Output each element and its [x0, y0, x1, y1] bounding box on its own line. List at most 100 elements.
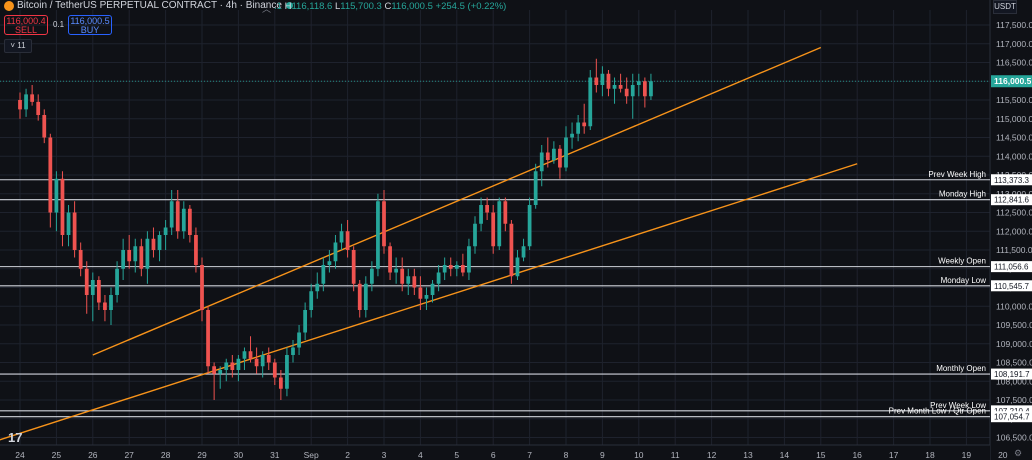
candle-body[interactable] [588, 77, 593, 127]
candle-body[interactable] [636, 81, 641, 85]
candle-body[interactable] [187, 208, 192, 235]
candle-body[interactable] [509, 223, 514, 277]
candle-body[interactable] [539, 152, 544, 172]
candle-body[interactable] [436, 272, 441, 284]
chevron-up-icon[interactable]: ︿ [262, 4, 272, 14]
candle-body[interactable] [315, 283, 320, 292]
channel-line-upper[interactable] [92, 46, 822, 356]
candle-body[interactable] [630, 85, 635, 97]
candle-body[interactable] [424, 295, 429, 299]
candle-body[interactable] [285, 355, 289, 389]
candle-body[interactable] [479, 205, 483, 224]
candle-body[interactable] [78, 250, 83, 269]
candle-body[interactable] [600, 73, 605, 85]
candle-body[interactable] [521, 246, 526, 258]
candle-body[interactable] [351, 250, 356, 284]
candle-body[interactable] [357, 283, 362, 310]
indicators-toggle-button[interactable]: ˅ 11 [4, 39, 32, 53]
candle-body[interactable] [139, 246, 144, 269]
candle-body[interactable] [151, 238, 156, 250]
candle-body[interactable] [157, 235, 162, 250]
candle-body[interactable] [200, 265, 204, 310]
candle-body[interactable] [606, 73, 611, 89]
candle-body[interactable] [121, 250, 126, 269]
candle-body[interactable] [260, 355, 265, 367]
candle-body[interactable] [485, 205, 490, 213]
candle-body[interactable] [24, 94, 28, 110]
candle-body[interactable] [60, 178, 65, 235]
candle-body[interactable] [42, 115, 47, 138]
candle-body[interactable] [467, 246, 471, 273]
candle-body[interactable] [115, 268, 119, 295]
gear-icon[interactable]: ⚙ [1014, 448, 1023, 458]
sell-button[interactable]: 116,000.4 SELL [4, 15, 48, 35]
candle-body[interactable] [278, 377, 283, 389]
candle-body[interactable] [272, 362, 277, 378]
candle-body[interactable] [266, 355, 271, 363]
candle-body[interactable] [163, 227, 168, 236]
candle-body[interactable] [90, 280, 95, 295]
candle-body[interactable] [473, 223, 477, 247]
buy-button[interactable]: 116,000.5 BUY [68, 15, 112, 35]
candle-body[interactable] [515, 257, 520, 277]
candle-body[interactable] [36, 101, 41, 115]
candle-body[interactable] [412, 276, 417, 288]
candle-body[interactable] [594, 77, 599, 86]
candle-body[interactable] [248, 351, 253, 359]
candle-body[interactable] [551, 148, 556, 160]
candle-body[interactable] [497, 201, 502, 247]
candle-body[interactable] [175, 201, 180, 232]
candle-body[interactable] [194, 235, 198, 265]
candle-body[interactable] [527, 205, 532, 247]
candle-body[interactable] [127, 250, 132, 262]
candle-body[interactable] [339, 231, 344, 243]
candle-body[interactable] [612, 85, 617, 89]
candle-body[interactable] [103, 302, 107, 311]
candle-body[interactable] [327, 261, 332, 265]
candle-body[interactable] [30, 94, 35, 102]
candle-body[interactable] [564, 137, 568, 168]
candle-body[interactable] [382, 201, 386, 247]
candle-body[interactable] [218, 370, 223, 374]
candle-body[interactable] [430, 283, 435, 295]
candle-body[interactable] [582, 122, 587, 127]
candle-body[interactable] [570, 133, 574, 138]
candle-body[interactable] [109, 295, 113, 310]
tradingview-logo-icon[interactable]: 17 [8, 430, 23, 445]
candle-body[interactable] [230, 362, 235, 371]
candle-body[interactable] [18, 100, 22, 110]
candle-body[interactable] [460, 265, 465, 273]
candle-body[interactable] [442, 265, 447, 273]
candle-body[interactable] [145, 238, 150, 269]
candle-body[interactable] [448, 265, 453, 269]
candle-body[interactable] [169, 201, 174, 228]
candle-body[interactable] [388, 246, 392, 273]
candle-body[interactable] [545, 152, 550, 161]
candle-body[interactable] [369, 268, 374, 284]
candle-body[interactable] [303, 310, 308, 333]
candle-body[interactable] [309, 291, 314, 310]
candle-body[interactable] [66, 212, 71, 236]
candle-body[interactable] [224, 362, 229, 371]
time-axis[interactable] [0, 445, 990, 460]
candle-body[interactable] [321, 265, 326, 284]
candle-body[interactable] [242, 351, 247, 359]
candle-body[interactable] [394, 268, 399, 273]
candle-body[interactable] [454, 265, 459, 269]
symbol-title[interactable]: Bitcoin / TetherUS PERPETUAL CONTRACT · … [17, 0, 282, 11]
candle-body[interactable] [618, 85, 623, 89]
candle-body[interactable] [181, 208, 186, 232]
candle-body[interactable] [72, 212, 77, 251]
candle-body[interactable] [96, 280, 101, 303]
candle-body[interactable] [533, 171, 538, 205]
candle-body[interactable] [345, 231, 350, 250]
candle-body[interactable] [54, 178, 59, 213]
candle-body[interactable] [491, 212, 496, 247]
candle-body[interactable] [376, 201, 380, 269]
candle-body[interactable] [624, 88, 629, 97]
candle-body[interactable] [84, 268, 89, 295]
candle-body[interactable] [291, 347, 295, 356]
candle-body[interactable] [503, 201, 508, 224]
candle-body[interactable] [133, 246, 138, 262]
